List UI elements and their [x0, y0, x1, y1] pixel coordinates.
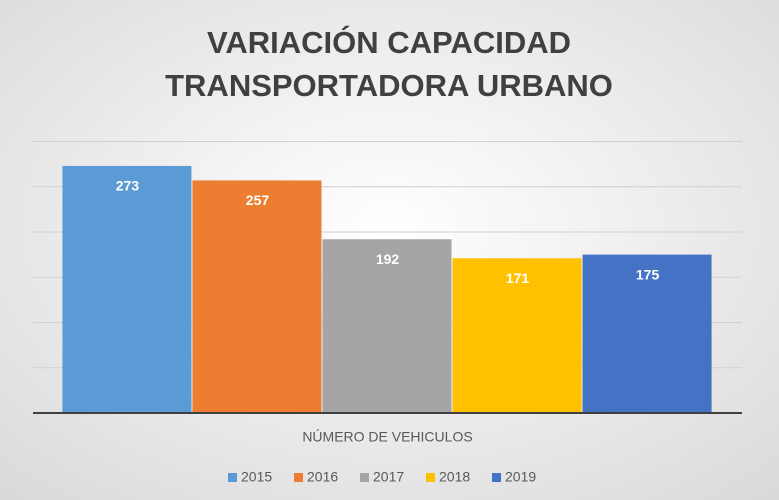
bar: [322, 239, 452, 413]
data-label: 273: [116, 178, 140, 194]
data-label: 175: [636, 266, 660, 282]
legend-swatch: [426, 473, 435, 482]
bar: [62, 165, 192, 413]
legend-swatch: [492, 473, 501, 482]
legend-label: 2016: [307, 469, 338, 485]
legend-swatch: [360, 473, 369, 482]
data-label: 171: [506, 270, 530, 286]
bar: [582, 254, 712, 413]
bar: [192, 180, 322, 413]
legend-label: 2018: [439, 469, 470, 485]
legend-swatch: [294, 473, 303, 482]
legend-label: 2017: [373, 469, 404, 485]
legend-swatch: [228, 473, 237, 482]
bar: [452, 258, 582, 413]
x-tick-label: NÚMERO DE VEHICULOS: [302, 429, 472, 445]
data-label: 192: [376, 251, 400, 267]
legend-label: 2015: [241, 469, 272, 485]
chart-title: VARIACIÓN CAPACIDAD TRANSPORTADORA URBANO: [165, 24, 613, 103]
data-label: 257: [246, 192, 270, 208]
legend-label: 2019: [505, 469, 536, 485]
